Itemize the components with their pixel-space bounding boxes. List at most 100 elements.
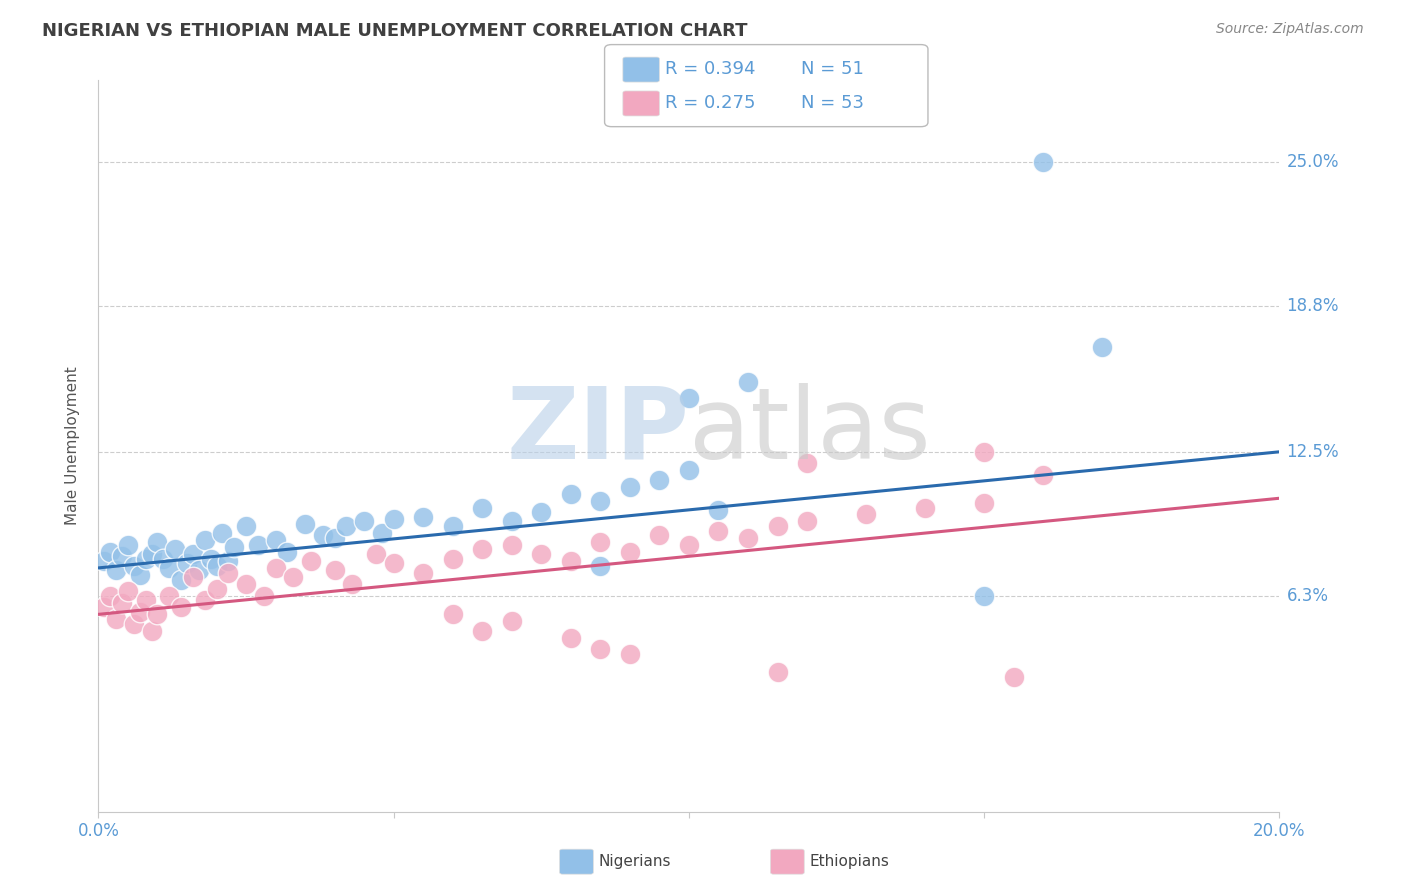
Point xyxy=(382,556,405,570)
Point xyxy=(589,535,612,549)
Point xyxy=(217,566,239,580)
Point xyxy=(105,563,128,577)
Point xyxy=(93,554,115,568)
Point xyxy=(589,642,612,657)
Point xyxy=(619,480,641,494)
Point xyxy=(93,600,115,615)
Point xyxy=(181,570,204,584)
Point xyxy=(117,584,139,599)
Point xyxy=(678,463,700,477)
Point xyxy=(412,566,434,580)
Point xyxy=(648,473,671,487)
Point xyxy=(200,551,222,566)
Point xyxy=(648,528,671,542)
Point xyxy=(678,538,700,552)
Text: R = 0.394: R = 0.394 xyxy=(665,60,755,78)
Point xyxy=(264,533,287,547)
Text: Nigerians: Nigerians xyxy=(599,855,672,869)
Point xyxy=(501,515,523,529)
Point xyxy=(105,612,128,626)
Point xyxy=(796,515,818,529)
Point xyxy=(98,589,121,603)
Point xyxy=(217,554,239,568)
Point xyxy=(122,616,145,631)
Point xyxy=(205,558,228,573)
Point xyxy=(501,538,523,552)
Point xyxy=(766,665,789,680)
Point xyxy=(312,528,335,542)
Text: NIGERIAN VS ETHIOPIAN MALE UNEMPLOYMENT CORRELATION CHART: NIGERIAN VS ETHIOPIAN MALE UNEMPLOYMENT … xyxy=(42,22,748,40)
Point xyxy=(441,519,464,533)
Point xyxy=(165,542,187,557)
Point xyxy=(152,551,174,566)
Text: ZIP: ZIP xyxy=(506,383,689,480)
Point xyxy=(501,615,523,629)
Point xyxy=(707,503,730,517)
Point xyxy=(471,624,494,638)
Text: 25.0%: 25.0% xyxy=(1286,153,1339,170)
Point xyxy=(146,535,169,549)
Point xyxy=(253,589,276,603)
Point xyxy=(135,551,157,566)
Point xyxy=(737,375,759,389)
Point xyxy=(211,526,233,541)
Point xyxy=(973,496,995,510)
Point xyxy=(323,563,346,577)
Point xyxy=(98,544,121,558)
Point xyxy=(364,547,387,561)
Point xyxy=(170,573,193,587)
Point xyxy=(157,561,180,575)
Point xyxy=(224,540,246,554)
Point xyxy=(796,457,818,471)
Text: 12.5%: 12.5% xyxy=(1286,442,1339,461)
Point xyxy=(276,544,298,558)
Point xyxy=(194,533,217,547)
Text: N = 51: N = 51 xyxy=(801,60,865,78)
Point xyxy=(973,445,995,459)
Point xyxy=(111,596,134,610)
Point xyxy=(530,547,553,561)
Point xyxy=(914,500,936,515)
Point xyxy=(1032,468,1054,483)
Point xyxy=(157,589,180,603)
Point xyxy=(1091,340,1114,354)
Point xyxy=(441,551,464,566)
Point xyxy=(619,647,641,661)
Point xyxy=(471,542,494,557)
Point xyxy=(117,538,139,552)
Point xyxy=(235,577,257,591)
Point xyxy=(181,547,204,561)
Text: Source: ZipAtlas.com: Source: ZipAtlas.com xyxy=(1216,22,1364,37)
Text: 18.8%: 18.8% xyxy=(1286,296,1339,315)
Text: 6.3%: 6.3% xyxy=(1286,587,1329,605)
Point xyxy=(707,524,730,538)
Point xyxy=(122,558,145,573)
Point xyxy=(737,531,759,545)
Text: Ethiopians: Ethiopians xyxy=(810,855,890,869)
Point xyxy=(412,509,434,524)
Point xyxy=(441,607,464,622)
Point xyxy=(678,392,700,406)
Point xyxy=(323,531,346,545)
Text: N = 53: N = 53 xyxy=(801,94,865,112)
Point xyxy=(560,486,582,500)
Point xyxy=(205,582,228,596)
Point xyxy=(471,500,494,515)
Point xyxy=(283,570,305,584)
Point xyxy=(246,538,269,552)
Point xyxy=(1032,154,1054,169)
Point xyxy=(1002,670,1025,684)
Point xyxy=(176,556,198,570)
Text: R = 0.275: R = 0.275 xyxy=(665,94,755,112)
Point xyxy=(855,508,877,522)
Point xyxy=(619,544,641,558)
Point xyxy=(135,593,157,607)
Point xyxy=(589,493,612,508)
Point xyxy=(141,624,163,638)
Point xyxy=(589,558,612,573)
Point xyxy=(299,554,322,568)
Point xyxy=(194,593,217,607)
Point xyxy=(235,519,257,533)
Point xyxy=(973,589,995,603)
Point xyxy=(111,549,134,564)
